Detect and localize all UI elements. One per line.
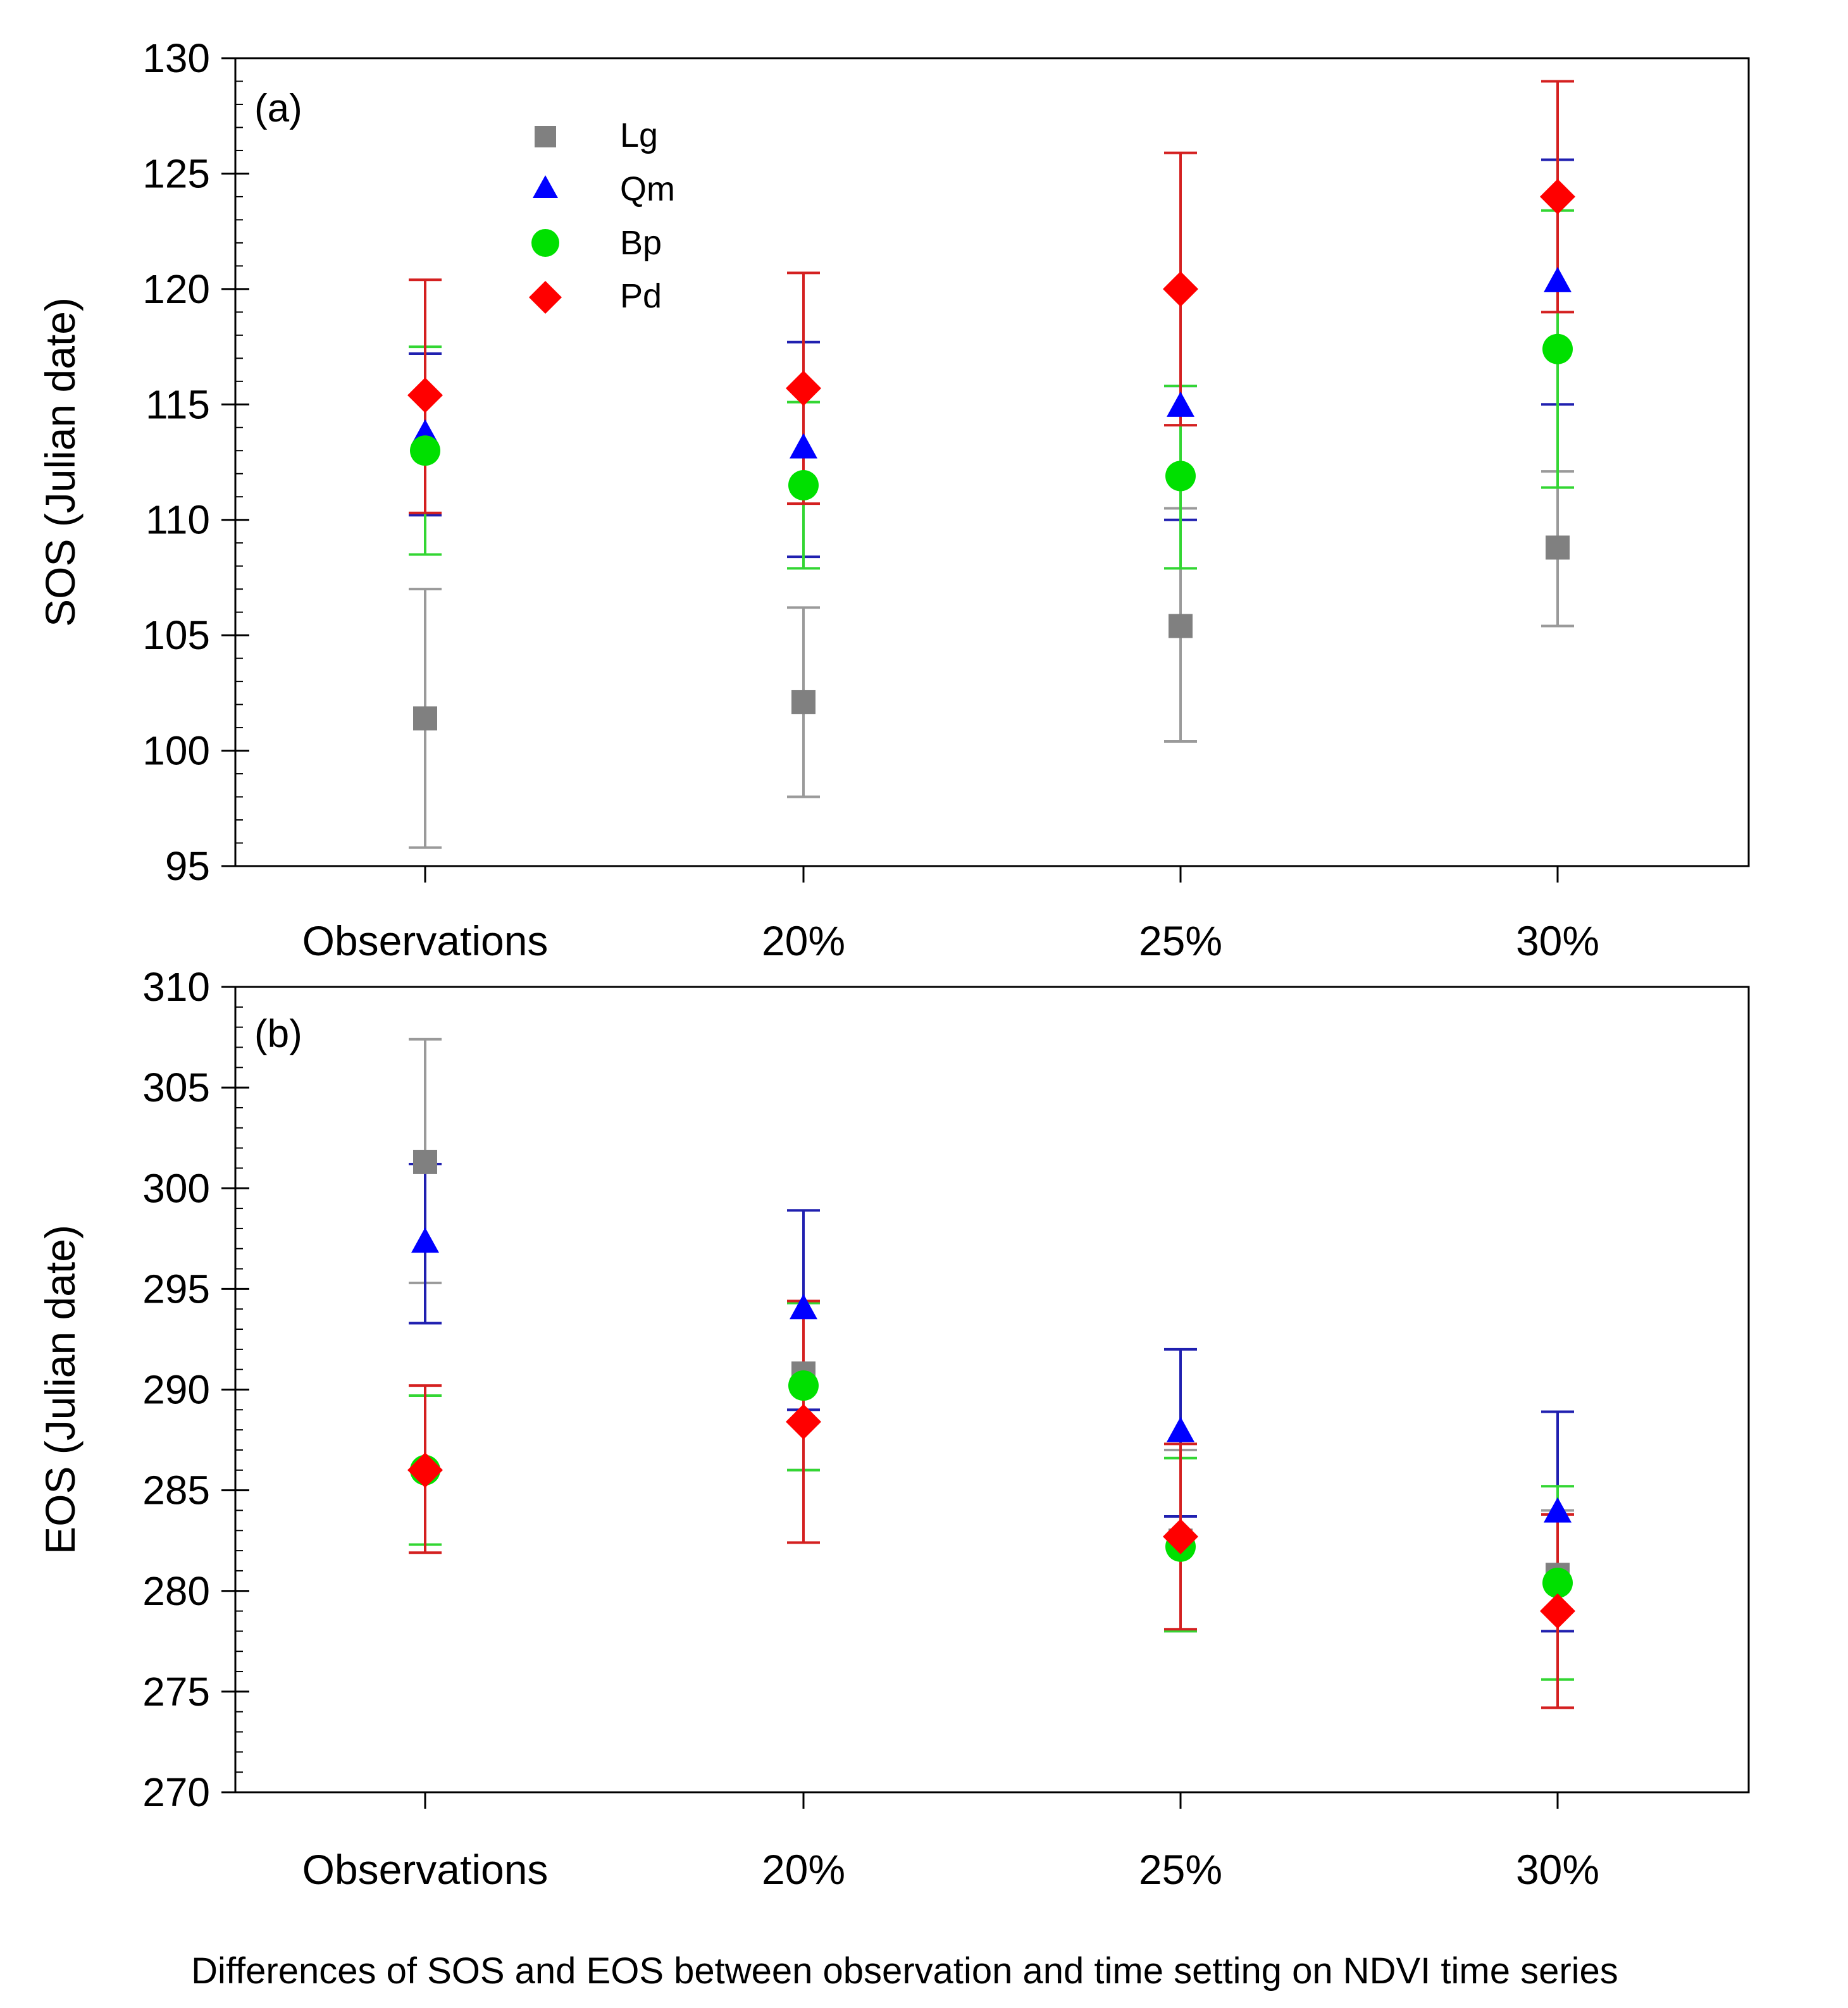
data-point <box>790 433 817 459</box>
legend-entry-pd: Pd <box>529 277 662 315</box>
y-tick-label: 295 <box>142 1266 210 1311</box>
data-point <box>1163 1518 1198 1554</box>
y-tick-label: 125 <box>142 151 210 196</box>
y-axis-label: SOS (Julian date) <box>37 297 84 627</box>
x-tick-label: 20% <box>762 917 845 964</box>
markers-pd <box>407 178 1575 413</box>
y-tick-label: 120 <box>142 266 210 312</box>
data-point <box>788 1370 819 1401</box>
x-tick-label: Observations <box>302 1846 549 1893</box>
data-point <box>1163 271 1198 307</box>
y-tick-label: 105 <box>142 612 210 658</box>
legend-label: Pd <box>620 277 662 315</box>
y-tick-label: 130 <box>142 35 210 81</box>
x-tick-label: Observations <box>302 917 549 964</box>
y-tick-label: 275 <box>142 1669 210 1714</box>
figure-caption: Differences of SOS and EOS between obser… <box>191 1950 1618 1992</box>
legend: Lg Qm Bp Pd <box>529 116 675 315</box>
data-point <box>413 1150 437 1174</box>
data-point <box>1167 1416 1194 1442</box>
y-tick-label: 110 <box>146 497 210 543</box>
y-tick-label: 100 <box>142 728 210 774</box>
y-tick-label: 285 <box>142 1468 210 1513</box>
legend-label: Qm <box>620 170 675 208</box>
legend-entry-lg: Lg <box>535 116 658 154</box>
markers-pd <box>407 1404 1575 1629</box>
y-tick-label: 305 <box>142 1065 210 1110</box>
x-tick-label: 30% <box>1516 917 1599 964</box>
markers-bp <box>410 333 1573 500</box>
panel-b: 270 275 280 285 290 295 300 305 310 Observations 2… <box>37 964 1750 1893</box>
panel-label: (b) <box>254 1012 302 1056</box>
data-point <box>413 706 437 731</box>
panel-label: (a) <box>254 87 302 130</box>
legend-label: Bp <box>620 224 662 262</box>
legend-marker-square <box>535 126 556 147</box>
data-point <box>407 377 443 413</box>
legend-marker-triangle <box>533 175 558 198</box>
x-tick-label: 25% <box>1139 1846 1222 1893</box>
data-point <box>1167 391 1194 417</box>
y-tick-label: 270 <box>142 1769 210 1815</box>
data-point <box>1540 178 1575 214</box>
y-axis-label: EOS (Julian date) <box>37 1225 84 1554</box>
data-point <box>786 1404 821 1440</box>
markers-qm <box>411 1227 1572 1523</box>
data-point <box>786 370 821 406</box>
y-tick-label: 115 <box>146 381 210 427</box>
data-point <box>791 690 815 714</box>
legend-entry-qm: Qm <box>533 170 675 208</box>
data-point <box>790 1294 817 1320</box>
y-tick-label: 95 <box>165 843 210 889</box>
y-tick-label: 280 <box>142 1568 210 1614</box>
x-tick-label: 30% <box>1516 1846 1599 1893</box>
markers-lg <box>413 535 1570 731</box>
data-point <box>1546 535 1570 560</box>
plot-frame <box>234 57 1750 867</box>
data-point <box>1169 614 1193 638</box>
data-point <box>1542 1568 1573 1599</box>
data-point <box>1540 1593 1575 1629</box>
data-point <box>411 1227 439 1253</box>
panel-a: 95 100 105 110 115 120 125 130 Observations 20% 25… <box>37 35 1750 964</box>
y-tick-label: 300 <box>142 1165 210 1211</box>
x-tick-label: 25% <box>1139 917 1222 964</box>
data-point <box>1542 333 1573 364</box>
data-point <box>1544 1497 1572 1523</box>
legend-marker-circle <box>531 229 559 257</box>
x-tick-label: 20% <box>762 1846 845 1893</box>
data-point <box>1544 266 1572 292</box>
data-point <box>1165 461 1196 492</box>
legend-entry-bp: Bp <box>531 224 662 262</box>
data-point <box>410 435 440 466</box>
legend-marker-diamond <box>529 281 562 314</box>
data-point <box>788 469 819 500</box>
data-point <box>407 1452 443 1488</box>
legend-label: Lg <box>620 116 658 154</box>
y-tick-label: 290 <box>142 1367 210 1413</box>
y-tick-label: 310 <box>142 964 210 1010</box>
